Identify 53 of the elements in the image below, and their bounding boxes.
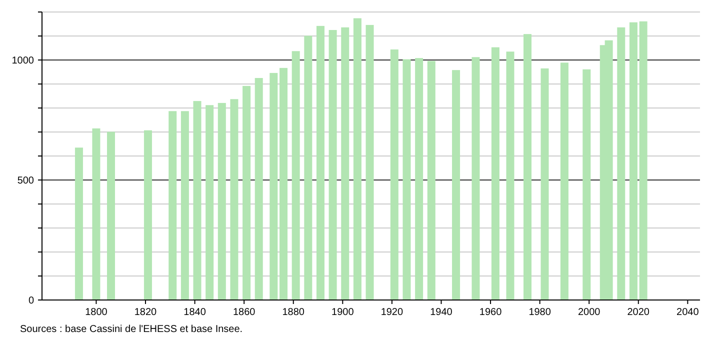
bar — [452, 70, 460, 300]
bar — [254, 78, 263, 300]
bar — [292, 51, 300, 300]
bar — [491, 47, 500, 300]
bar — [540, 68, 549, 300]
bar — [168, 111, 177, 300]
x-tick-label: 1940 — [430, 307, 453, 318]
bar — [206, 105, 214, 300]
y-tick-label: 500 — [17, 176, 34, 186]
bar — [639, 21, 648, 300]
x-tick-label: 2000 — [578, 307, 601, 318]
y-tick-label: 1000 — [12, 56, 34, 66]
bar — [218, 102, 226, 300]
bar — [304, 36, 312, 300]
bar — [193, 101, 202, 300]
bar — [582, 69, 591, 300]
bar — [280, 68, 288, 300]
bar — [180, 111, 189, 300]
x-tick-label: 2020 — [627, 307, 650, 318]
bar — [230, 99, 238, 300]
x-tick-label: 1900 — [332, 307, 354, 318]
bar — [415, 58, 424, 300]
bar — [427, 60, 436, 300]
bar — [506, 52, 514, 300]
bar — [560, 62, 568, 300]
x-tick-label: 1820 — [134, 307, 158, 318]
x-tick-label: 1920 — [380, 307, 404, 318]
bar — [523, 34, 532, 300]
bar — [316, 26, 324, 300]
bar — [107, 132, 116, 300]
source-note: Sources : base Cassini de l'EHESS et base Insee. — [20, 324, 243, 335]
bar — [629, 22, 638, 300]
bar — [472, 57, 480, 300]
x-tick-label: 1960 — [479, 307, 502, 318]
bar — [242, 86, 251, 300]
bar — [74, 148, 83, 300]
x-tick-label: 1800 — [85, 307, 108, 318]
bar — [328, 30, 337, 300]
bar — [341, 27, 350, 300]
y-tick-label: 0 — [28, 296, 34, 306]
bar — [144, 130, 152, 300]
bar — [402, 59, 411, 300]
bar — [617, 27, 626, 300]
bar — [92, 128, 100, 300]
x-tick-label: 1980 — [528, 307, 552, 318]
x-tick-label: 1880 — [282, 307, 305, 318]
bar — [366, 24, 374, 300]
x-tick-label: 1860 — [232, 307, 256, 318]
x-tick-label: 2040 — [676, 307, 700, 318]
bar — [270, 72, 278, 300]
x-tick-label: 1840 — [184, 307, 206, 318]
bar — [390, 49, 398, 300]
bar — [353, 18, 362, 300]
